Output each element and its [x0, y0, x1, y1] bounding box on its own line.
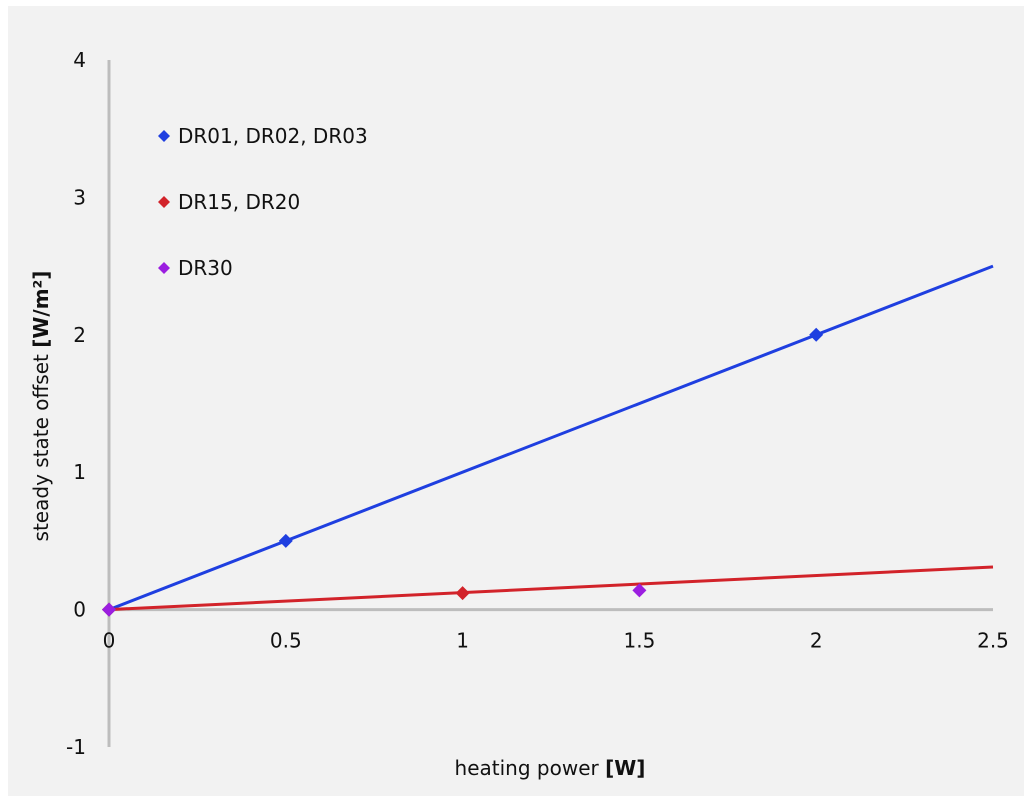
- trendlines: [108, 264, 994, 612]
- data-points: [102, 327, 824, 617]
- x-axis-title-text: heating power: [455, 756, 606, 780]
- legend-marker: [158, 130, 170, 142]
- chart-area: 0 0.5 1 1.5 2 2.5 -1 0 1 2 3 4 DR01, DR02, DR03 DR1…: [8, 6, 1024, 796]
- y-tick-label: 4: [73, 48, 86, 72]
- x-tick-label: 1.5: [623, 629, 655, 653]
- y-tick-label: 1: [73, 460, 86, 484]
- y-tick-label: 0: [73, 598, 86, 622]
- y-axis-title-text: steady state offset: [29, 348, 53, 542]
- x-tick-label: 2.5: [977, 629, 1009, 653]
- data-point: [809, 327, 824, 342]
- axes: [107, 60, 993, 747]
- x-tick-label: 2: [810, 629, 823, 653]
- x-tick-label: 0: [103, 629, 116, 653]
- legend-entry: DR30: [178, 256, 233, 280]
- y-tick-label: -1: [66, 735, 86, 759]
- x-tick-label: 0.5: [270, 629, 302, 653]
- x-axis-title: heating power [W]: [455, 756, 646, 780]
- legend-entry: DR15, DR20: [178, 190, 300, 214]
- y-axis-title-unit: [W/m²]: [29, 271, 53, 348]
- trendline: [108, 264, 994, 611]
- legend-marker: [158, 196, 170, 208]
- x-tick-label: 1: [456, 629, 469, 653]
- x-tick-labels: 0 0.5 1 1.5 2 2.5: [103, 629, 1009, 653]
- y-tick-label: 3: [73, 185, 86, 209]
- data-point: [278, 533, 293, 548]
- legend: DR01, DR02, DR03 DR15, DR20 DR30: [158, 124, 368, 280]
- x-axis-title-unit: [W]: [605, 756, 645, 780]
- scatter-chart: 0 0.5 1 1.5 2 2.5 -1 0 1 2 3 4 DR01, DR02, DR03 DR1…: [29, 48, 1009, 780]
- y-tick-label: 2: [73, 323, 86, 347]
- y-axis-title: steady state offset [W/m²]: [29, 271, 53, 542]
- data-point: [632, 583, 647, 598]
- legend-entry: DR01, DR02, DR03: [178, 124, 368, 148]
- legend-marker: [158, 262, 170, 274]
- data-point: [455, 586, 470, 601]
- data-point: [102, 602, 116, 617]
- trendline: [108, 565, 994, 612]
- y-tick-labels: -1 0 1 2 3 4: [66, 48, 86, 759]
